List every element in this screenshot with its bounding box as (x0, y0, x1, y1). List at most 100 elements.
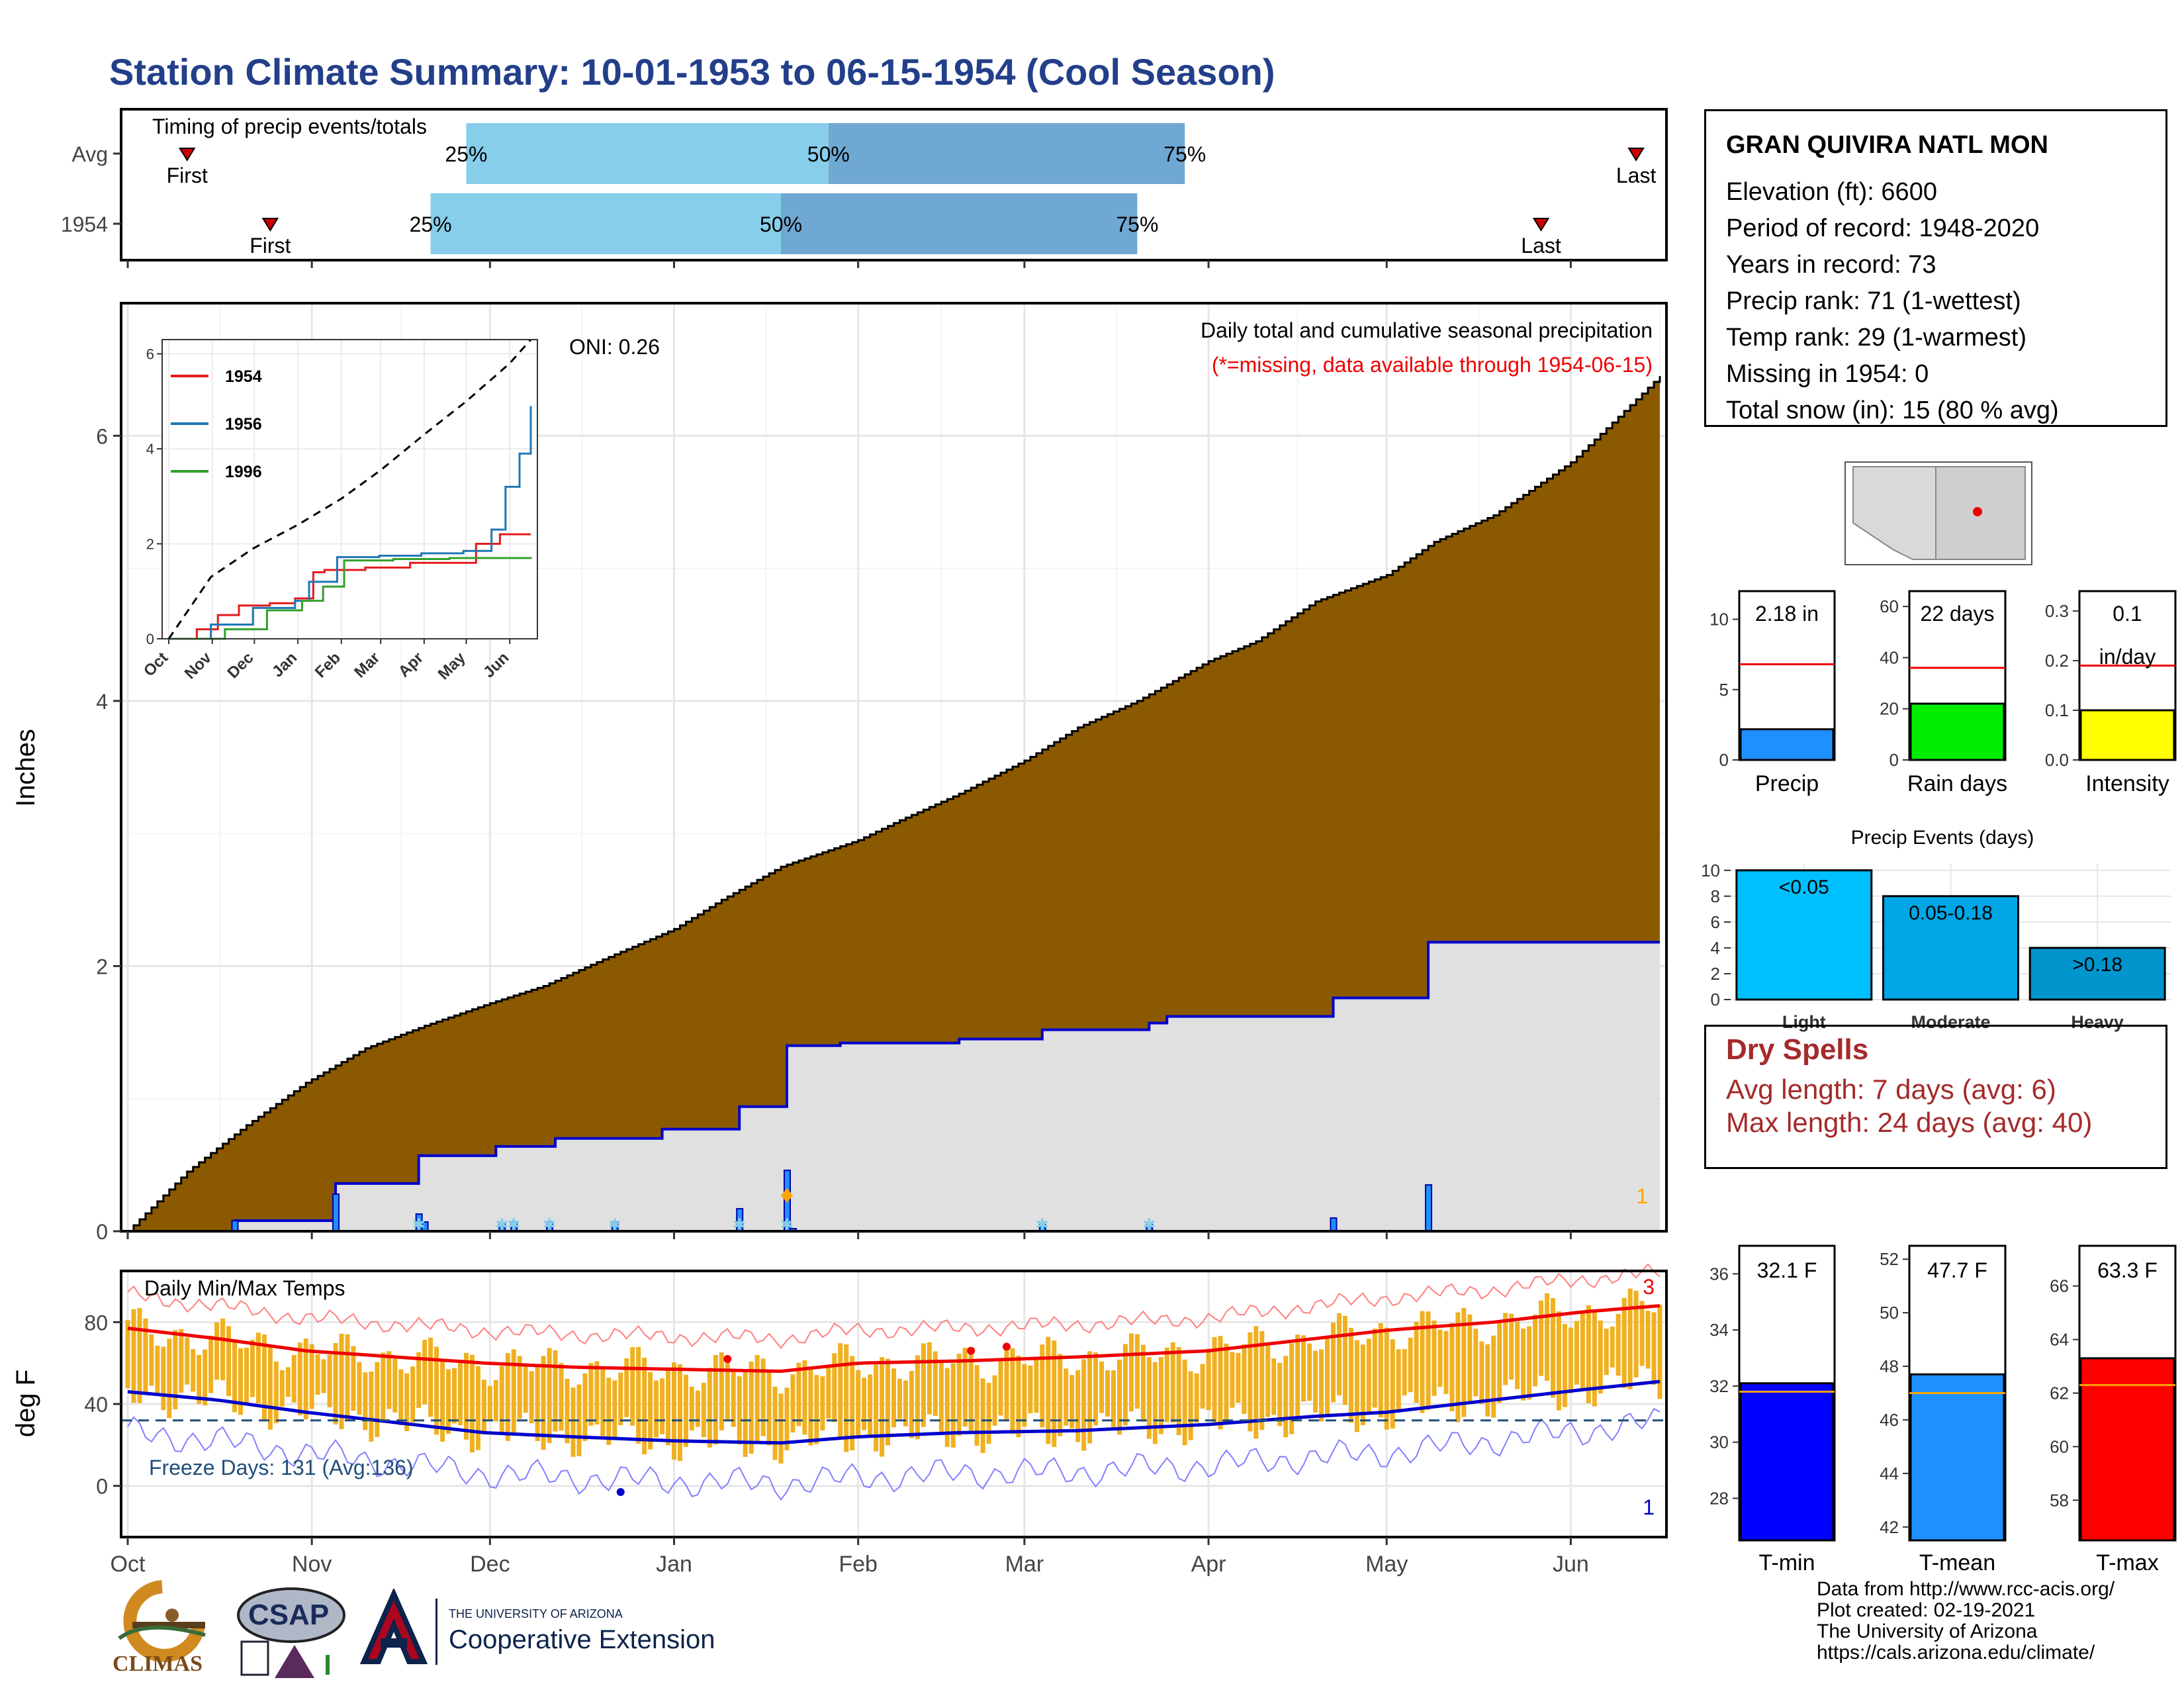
events-x-label: Light (1782, 1012, 1826, 1032)
record-high-marker (723, 1354, 732, 1363)
daily-temp-bar (291, 1354, 296, 1403)
daily-temp-bar (921, 1343, 926, 1427)
tbar-x-label: T-mean (1919, 1550, 1995, 1575)
daily-temp-bar (850, 1356, 855, 1450)
mini-y-tick-label: 0.1 (2045, 700, 2069, 720)
daily-temp-bar (1348, 1327, 1353, 1423)
daily-temp-bar (1390, 1339, 1395, 1429)
tbar-value-label: 47.7 F (1927, 1258, 1987, 1282)
daily-temp-bar (1236, 1352, 1241, 1403)
timing-pct-50: 50% (807, 142, 850, 166)
inset-legend-label: 1954 (225, 367, 262, 386)
timing-pct-25: 25% (445, 142, 487, 166)
station-elevation: Elevation (ft): 6600 (1726, 178, 1937, 206)
daily-temp-bar (321, 1359, 326, 1393)
events-y-tick-label: 8 (1711, 886, 1720, 906)
timing-marker-first (178, 148, 196, 162)
record-low-line (127, 1407, 1661, 1501)
snow-marker: ✱ (608, 1216, 621, 1234)
snow-marker: ✱ (733, 1216, 746, 1234)
daily-temp-bar (1194, 1373, 1199, 1423)
daily-temp-bar (672, 1362, 677, 1460)
events-bar-light (1735, 869, 1873, 1001)
daily-temp-bar (713, 1355, 718, 1445)
daily-temp-bar (1568, 1327, 1573, 1393)
max-event-marker (780, 1188, 793, 1203)
timing-bar-50-75 (828, 123, 1185, 184)
daily-temp-bar (1016, 1355, 1021, 1438)
daily-temp-bar (1319, 1349, 1324, 1422)
timing-label-first: First (167, 164, 208, 187)
daily-temp-bar (642, 1358, 647, 1455)
daily-temp-bar (897, 1378, 902, 1419)
daily-temp-bar (1146, 1357, 1152, 1439)
precip-y-axis-title: Inches (11, 729, 40, 807)
timing-bar-50-75 (781, 193, 1138, 254)
tbar-y-tick-label: 36 (1709, 1264, 1729, 1284)
daily-temp-bar (737, 1376, 742, 1445)
daily-temp-bar (505, 1352, 510, 1441)
daily-temp-bar (856, 1370, 861, 1438)
daily-temp-bar (1069, 1375, 1075, 1429)
daily-temp-bar (1330, 1322, 1336, 1403)
ua-logo: THE UNIVERSITY OF ARIZONA Cooperative Ex… (357, 1587, 754, 1675)
temp-y-tick-label: 0 (96, 1475, 108, 1499)
daily-temp-bar (559, 1363, 564, 1431)
daily-temp-bar (1396, 1349, 1401, 1413)
daily-precip-bar (1330, 1217, 1338, 1233)
events-x-label: Moderate (1911, 1012, 1990, 1032)
daily-temp-bar (1455, 1312, 1461, 1423)
daily-temp-bar (422, 1339, 428, 1405)
daily-temp-bar (844, 1344, 849, 1452)
daily-temp-bar (381, 1352, 386, 1421)
daily-temp-bar (1420, 1311, 1425, 1413)
daily-temp-bar (1633, 1290, 1639, 1378)
daily-temp-bar (808, 1366, 813, 1446)
daily-temp-bar (944, 1368, 950, 1447)
timing-label-first: First (250, 234, 291, 258)
daily-temp-bar (778, 1393, 784, 1464)
daily-temp-bar (315, 1354, 320, 1395)
events-bar-label: 0.05-0.18 (1909, 902, 1993, 924)
events-y-tick-label: 10 (1701, 861, 1720, 880)
daily-temp-bar (1437, 1329, 1443, 1387)
daily-temp-bar (1491, 1335, 1496, 1418)
station-info-panel: GRAN QUIVIRA NATL MON Elevation (ft): 66… (1704, 109, 2167, 427)
precip-frame (120, 302, 1668, 1233)
daily-temp-bar (535, 1366, 540, 1442)
tbar-T-mean (1909, 1373, 2005, 1542)
daily-temp-bar (1627, 1288, 1633, 1389)
mini-y-tick-label: 0.3 (2045, 601, 2069, 621)
daily-temp-bar (1271, 1358, 1277, 1415)
daily-temp-bar (1485, 1344, 1490, 1417)
daily-temp-bar (594, 1361, 600, 1425)
daily-temp-bar (683, 1374, 688, 1447)
daily-temp-bar (582, 1373, 588, 1441)
daily-temp-bar (375, 1362, 380, 1437)
inset-y-tick-label: 6 (146, 346, 154, 363)
tbar-y-tick-label: 44 (1880, 1464, 1899, 1483)
snow-marker: ✱ (507, 1216, 520, 1234)
daily-temp-bar (754, 1354, 760, 1442)
daily-temp-bar (203, 1349, 208, 1406)
precip-corner-count: 1 (1636, 1184, 1648, 1208)
daily-temp-bar (1075, 1370, 1081, 1442)
daily-temp-bar (1586, 1305, 1591, 1403)
daily-temp-bar (1034, 1357, 1039, 1413)
daily-temp-bar (772, 1386, 778, 1460)
mini-y-tick-label: 60 (1880, 596, 1899, 616)
daily-temp-bar (553, 1350, 558, 1432)
tbar-y-tick-label: 30 (1709, 1432, 1729, 1452)
month-label: Oct (111, 1552, 146, 1577)
daily-temp-bar (950, 1363, 956, 1448)
year-cumulative-area (128, 942, 1660, 1231)
dry-spells-panel: Dry Spells Avg length: 7 days (avg: 6) M… (1704, 1025, 2167, 1169)
daily-temp-bar (1354, 1340, 1359, 1432)
daily-temp-bar (880, 1357, 885, 1457)
daily-temp-bar (440, 1360, 445, 1442)
events-bar-label: >0.18 (2072, 954, 2122, 976)
mini-y-tick-label: 5 (1719, 680, 1729, 700)
freeze-days-label: Freeze Days: 131 (Avg:136) (149, 1456, 414, 1479)
daily-temp-bar (357, 1362, 362, 1415)
